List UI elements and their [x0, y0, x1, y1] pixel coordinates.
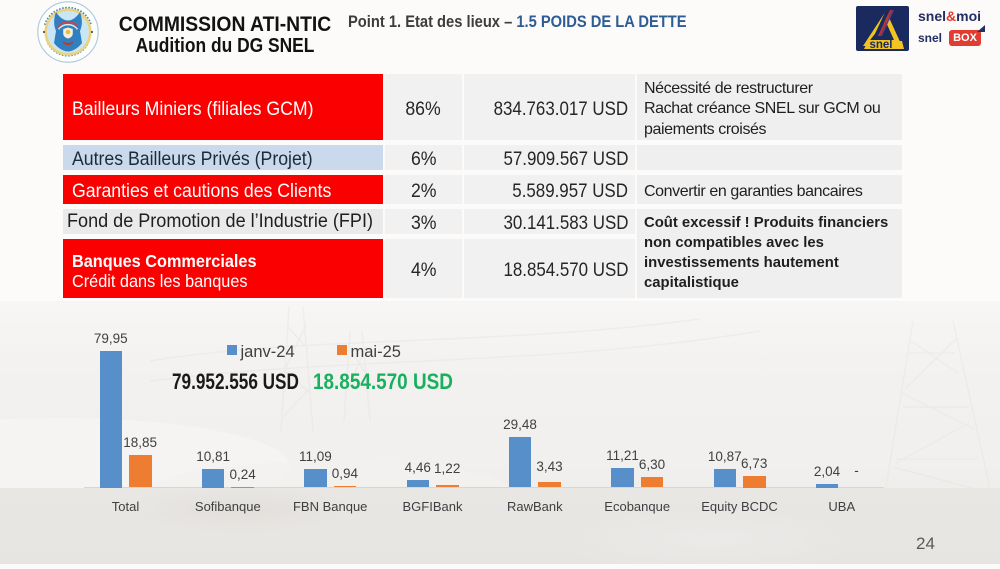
svg-text:snel: snel	[869, 39, 892, 51]
